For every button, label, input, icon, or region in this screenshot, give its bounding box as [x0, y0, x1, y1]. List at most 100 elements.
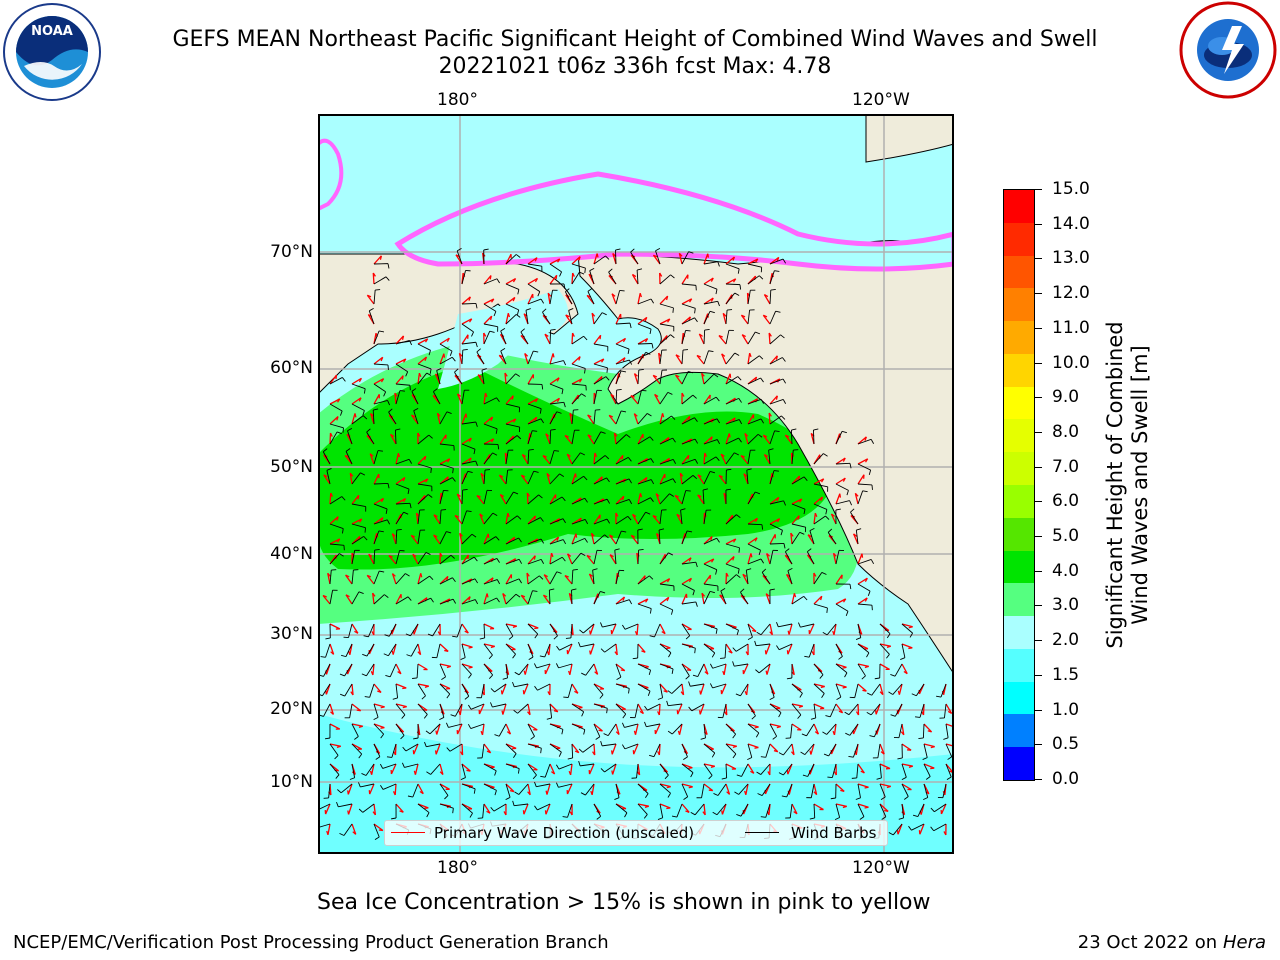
wind-barb-staff — [615, 410, 622, 425]
wind-barb-staff — [791, 450, 794, 465]
wind-barb-staff — [747, 433, 759, 445]
wave-direction-arrowhead — [592, 751, 596, 756]
wind-barb-staff — [527, 263, 542, 267]
wind-barb-feather — [821, 693, 825, 698]
wind-barb-staff — [791, 523, 806, 528]
wind-barb-staff — [850, 511, 859, 525]
wave-direction-arrowhead — [807, 534, 812, 538]
wind-barb-staff — [901, 783, 909, 797]
wind-barb-feather — [755, 732, 760, 738]
wind-barb-feather — [672, 307, 674, 313]
wave-direction-arrow — [697, 494, 705, 505]
wind-barb-feather — [717, 261, 720, 267]
wave-direction-arrow — [676, 513, 683, 525]
wave-direction-arrowhead — [947, 710, 952, 715]
footer-host: Hera — [1222, 932, 1266, 953]
wind-barb-staff — [659, 458, 674, 465]
wave-direction-arrow — [461, 763, 471, 772]
wind-barb-feather — [776, 621, 779, 627]
wave-direction-arrowhead — [397, 671, 402, 675]
wave-direction-arrow — [901, 643, 913, 649]
wind-barb-staff — [527, 494, 539, 505]
wind-barb-feather — [746, 468, 752, 471]
wind-barb-staff — [813, 503, 828, 510]
wind-barb-staff — [395, 363, 408, 373]
wave-direction-arrowhead — [483, 332, 487, 337]
wave-direction-arrow — [439, 783, 450, 790]
wind-barb-staff — [571, 393, 582, 405]
wave-direction-arrowhead — [742, 573, 747, 578]
wind-barb-staff — [747, 418, 762, 425]
wave-direction-arrow — [545, 433, 551, 445]
colorbar-segment — [1004, 190, 1034, 224]
wind-barb-staff — [351, 415, 364, 425]
wind-barb-feather — [890, 714, 896, 717]
wave-direction-arrow — [813, 703, 825, 709]
wave-direction-arrowhead — [464, 630, 469, 634]
wave-direction-arrowhead — [652, 374, 658, 378]
wind-barb-feather — [428, 434, 433, 439]
wind-barb-feather — [870, 559, 875, 565]
wave-direction-arrowhead — [555, 275, 558, 280]
wave-direction-arrowhead — [490, 645, 495, 649]
wave-direction-arrowhead — [490, 416, 494, 421]
wave-direction-arrowhead — [439, 771, 444, 776]
wave-direction-arrowhead — [545, 790, 548, 795]
wind-barb-feather — [379, 570, 385, 573]
wave-direction-arrowhead — [633, 730, 637, 735]
wind-barb-staff — [725, 419, 740, 425]
wind-barb-staff — [852, 743, 859, 758]
wind-barb-feather — [450, 714, 456, 717]
wave-direction-arrowhead — [587, 414, 592, 418]
wind-barb-staff — [769, 430, 776, 445]
wind-barb-feather — [791, 428, 797, 431]
wind-barb-feather — [392, 697, 398, 700]
wind-barb-feather — [605, 255, 610, 260]
wind-barb-staff — [351, 743, 363, 755]
wave-direction-arrowhead — [732, 256, 736, 261]
wind-barb-staff — [505, 663, 508, 678]
wind-barb-staff — [791, 532, 801, 545]
wave-direction-arrowhead — [732, 278, 737, 283]
wave-direction-arrowhead — [688, 767, 693, 769]
wave-direction-legend-label: Primary Wave Direction (unscaled) — [434, 824, 695, 842]
wind-barb-staff — [694, 803, 705, 816]
wave-direction-arrowhead — [768, 412, 772, 417]
wind-barb-staff — [493, 803, 507, 812]
wind-barb-staff — [439, 443, 454, 447]
wave-direction-arrow — [813, 496, 823, 505]
wave-direction-arrowhead — [578, 256, 581, 261]
wind-barb-feather — [427, 633, 433, 637]
wind-barb-staff — [483, 470, 486, 485]
wind-barb-staff — [701, 783, 705, 798]
wave-direction-arrowhead — [785, 434, 790, 438]
wave-direction-arrow — [527, 277, 538, 285]
wind-barb-staff — [747, 331, 756, 345]
wind-barb-feather — [757, 793, 763, 796]
wave-direction-arrow — [632, 514, 639, 525]
wind-barb-feather — [518, 578, 523, 584]
wave-direction-arrowhead — [380, 706, 385, 709]
wave-direction-arrowhead — [896, 830, 899, 835]
wind-barb-feather — [830, 797, 836, 800]
wind-barb-staff — [338, 803, 353, 808]
wind-barb-feather — [429, 575, 434, 580]
wind-barb-feather — [841, 430, 847, 434]
wind-barb-staff — [725, 452, 735, 465]
wind-barb-feather — [363, 536, 368, 541]
wave-direction-arrow — [439, 458, 451, 465]
wind-barb-staff — [593, 534, 605, 545]
wave-direction-arrowhead — [524, 353, 529, 357]
wind-barb-feather — [451, 357, 456, 362]
wave-direction-arrowhead — [720, 453, 725, 457]
wave-direction-arrow — [703, 663, 709, 675]
wave-direction-arrow — [813, 478, 824, 485]
wind-barb-staff — [439, 683, 451, 695]
wave-direction-arrow — [395, 335, 404, 345]
wave-direction-arrowhead — [831, 513, 836, 517]
wind-barb-staff — [829, 703, 837, 717]
wind-barb-staff — [857, 558, 872, 565]
wave-direction-arrowhead — [388, 554, 393, 558]
wave-direction-arrow — [588, 573, 595, 585]
wind-barb-staff — [351, 535, 364, 545]
